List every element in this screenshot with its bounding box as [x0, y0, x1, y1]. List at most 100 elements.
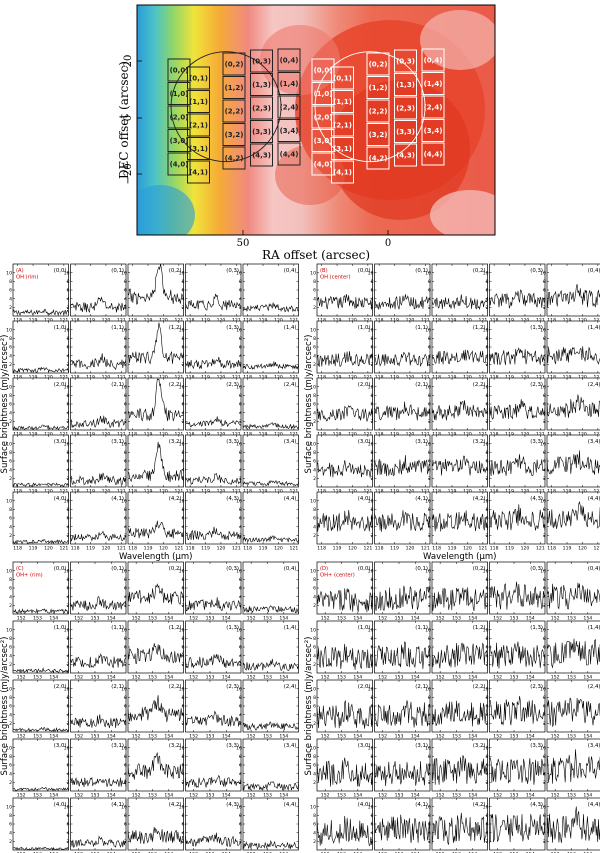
spectrum-panel: 2 4 6 8 10 118 119 120 121 (0,2)	[425, 263, 488, 324]
footprint-square	[331, 113, 354, 137]
ytick-label: 6	[543, 516, 546, 522]
xtick-label: 119	[505, 432, 514, 438]
ytick-label: 8	[239, 577, 242, 583]
xtick-label: 120	[159, 489, 168, 495]
ytick-label: 2	[428, 662, 431, 668]
ytick-label: 2	[543, 533, 546, 539]
ytick-label: 6	[486, 645, 489, 651]
xtick-label: 119	[29, 318, 38, 324]
ytick-label: 10	[6, 627, 12, 633]
xtick-label: 152	[189, 852, 198, 853]
ytick-label: 4	[67, 712, 70, 718]
ytick-label: 6	[428, 704, 431, 710]
ytick-label: 6	[239, 288, 242, 294]
ytick-label: 8	[371, 577, 374, 583]
xtick-label: 119	[563, 432, 572, 438]
ytick-label: 6	[543, 402, 546, 408]
ytick-label: 8	[486, 754, 489, 760]
position-label: (2,3)	[530, 684, 543, 690]
xtick-label: 120	[521, 546, 530, 552]
spectrum-line	[127, 751, 184, 780]
ytick-label: 6	[239, 516, 242, 522]
xtick-label: 118	[317, 546, 326, 552]
ytick-label: 8	[239, 507, 242, 513]
position-label: (2,0)	[358, 382, 371, 388]
panel-frame	[12, 320, 69, 374]
ytick-label: 6	[124, 516, 127, 522]
ytick-label: 10	[425, 498, 431, 504]
xtick-label: 119	[144, 432, 153, 438]
xtick-label: 154	[49, 675, 58, 681]
ytick-label: 2	[182, 419, 185, 425]
xtick-label: 121	[478, 432, 487, 438]
ytick-label: 2	[371, 476, 374, 482]
xtick-label: 118	[375, 375, 384, 381]
ytick-label: 8	[239, 636, 242, 642]
position-label: (4,1)	[415, 802, 428, 808]
position-label: (3,3)	[226, 439, 239, 445]
position-label: (4,2)	[169, 802, 182, 808]
spectrum-line	[546, 346, 600, 365]
xtick-label: 118	[13, 489, 22, 495]
ytick-label: 10	[6, 441, 12, 447]
spectrum-line	[546, 638, 600, 669]
ytick-label: 2	[67, 419, 70, 425]
ytick-label: 8	[182, 336, 185, 342]
ytick-label: 10	[540, 686, 546, 692]
ytick-label: 6	[124, 345, 127, 351]
xtick-label: 153	[567, 734, 576, 740]
ytick-label: 8	[124, 754, 127, 760]
position-label: (1,2)	[473, 325, 486, 331]
xtick-label: 118	[375, 432, 384, 438]
ytick-label: 2	[486, 362, 489, 368]
position-label: (4,3)	[530, 496, 543, 502]
panel-frame	[242, 491, 299, 545]
xtick-label: 153	[148, 675, 157, 681]
xtick-label: 152	[17, 616, 26, 622]
ytick-label: 2	[371, 662, 374, 668]
ytick-label: 6	[486, 822, 489, 828]
xtick-label: 118	[71, 318, 80, 324]
spectrum-panel: 2 4 6 8 10 152 153 154 (0,1)	[368, 561, 431, 622]
ytick-label: 8	[371, 450, 374, 456]
ytick-label: 2	[239, 780, 242, 786]
footprint-label: (3,1)	[189, 145, 208, 153]
ytick-label: 2	[182, 780, 185, 786]
xtick-label: 154	[107, 852, 116, 853]
ytick-label: 2	[313, 839, 316, 845]
ytick-label: 4	[9, 712, 12, 718]
panel-group-D: 2 4 6 8 10 152 153 154 (0,0) (D)OH+ (center) 2 4 6 8 1…	[304, 561, 600, 853]
xtick-label: 121	[478, 318, 487, 324]
ytick-label: 10	[368, 627, 374, 633]
ytick-label: 6	[67, 763, 70, 769]
footprint-square	[277, 48, 301, 72]
ytick-label: 8	[67, 813, 70, 819]
xtick-label: 154	[49, 852, 58, 853]
position-label: (4,1)	[111, 496, 124, 502]
ytick-label: 6	[486, 345, 489, 351]
xtick-label: 152	[378, 852, 387, 853]
spectrum-line	[546, 394, 600, 418]
ytick-label: 6	[486, 516, 489, 522]
xtick-label: 120	[217, 375, 226, 381]
ytick-label: 8	[313, 393, 316, 399]
spectrum-line	[546, 697, 600, 728]
xtick-label: 152	[74, 852, 83, 853]
spectrum-panel: 2 4 6 8 10 152 153 154 (2,1)	[368, 679, 431, 740]
ytick-label: 8	[371, 695, 374, 701]
spectrum-line	[12, 482, 69, 488]
panel-letter: (A)	[16, 268, 24, 274]
ytick-label: 2	[239, 476, 242, 482]
position-label: (4,0)	[358, 496, 371, 502]
xtick-label: 153	[206, 793, 215, 799]
ytick-label: 10	[179, 686, 185, 692]
ytick-label: 10	[540, 804, 546, 810]
ytick-label: 4	[428, 594, 431, 600]
spectrum-line	[12, 424, 69, 431]
